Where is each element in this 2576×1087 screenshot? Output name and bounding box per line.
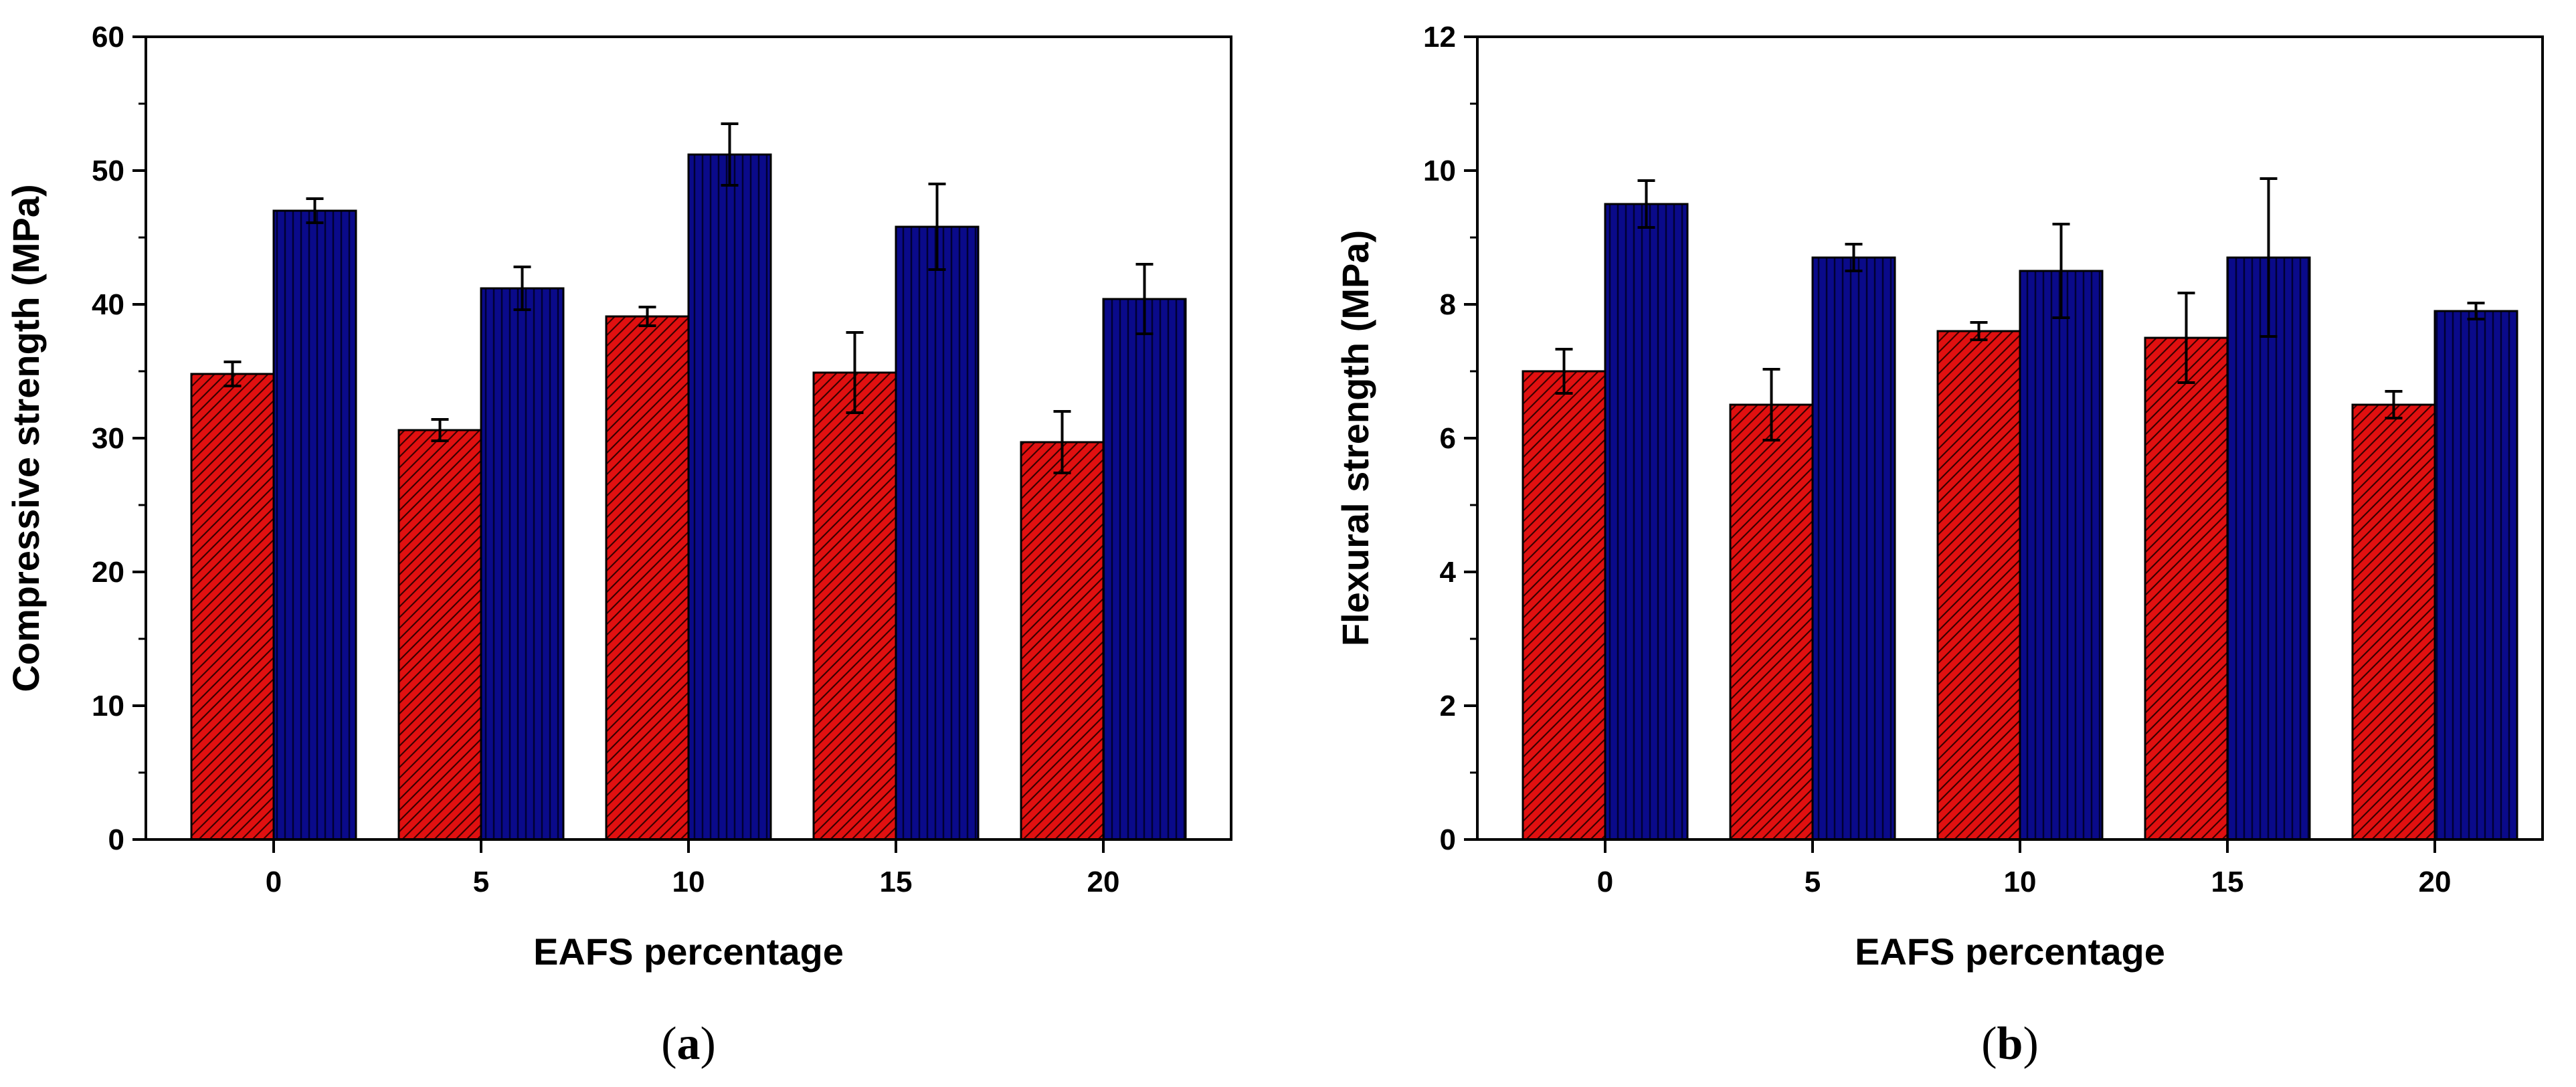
x-tick-label: 15 xyxy=(2211,866,2244,898)
panel-label: (b) xyxy=(1981,1018,2039,1070)
y-tick-label: 40 xyxy=(92,288,124,321)
bar-blue-15 xyxy=(2226,256,2311,841)
y-tick-label: 2 xyxy=(1440,690,1456,722)
error-bar-blue-10 xyxy=(721,122,739,187)
x-tick-label: 0 xyxy=(1597,866,1613,898)
bar-blue-20 xyxy=(1102,298,1187,841)
bar-red-10 xyxy=(605,315,690,841)
y-tick-label: 60 xyxy=(92,21,124,54)
error-bar-red-10 xyxy=(638,306,656,327)
error-bar-red-0 xyxy=(223,361,242,387)
error-bar-red-15 xyxy=(846,331,864,414)
y-axis-title: Compressive strength (MPa) xyxy=(5,184,47,692)
error-bar-blue-15 xyxy=(2260,177,2278,338)
bar-blue-0 xyxy=(272,209,357,841)
y-tick-label: 0 xyxy=(1440,823,1456,856)
bar-blue-10 xyxy=(687,153,772,841)
error-bar-red-20 xyxy=(2385,390,2403,419)
y-tick-label: 8 xyxy=(1440,288,1456,321)
y-tick-label: 10 xyxy=(1423,155,1456,187)
compressive-strength-chart: 0 5 10 15 20 0 10 20 30 40 50 60 EAFS percentage Comp… xyxy=(5,21,1232,1070)
bar-blue-5 xyxy=(1811,256,1896,841)
error-bar-blue-20 xyxy=(1135,263,1154,335)
bar-red-5 xyxy=(1729,403,1814,841)
x-axis-title: EAFS percentage xyxy=(533,930,844,973)
x-tick-label: 15 xyxy=(880,866,913,898)
panel-label: (a) xyxy=(661,1018,716,1070)
bar-red-5 xyxy=(397,429,482,841)
error-bar-red-15 xyxy=(2177,292,2195,384)
error-bar-red-5 xyxy=(1762,368,1780,441)
y-tick-label: 6 xyxy=(1440,422,1456,455)
flexural-strength-chart: 0 5 10 15 20 0 2 4 6 8 10 12 EAFS percentage Flexural… xyxy=(1334,21,2544,1070)
y-tick-label: 30 xyxy=(92,422,124,455)
x-tick-label: 10 xyxy=(2004,866,2037,898)
x-tick-label: 20 xyxy=(1087,866,1120,898)
error-bar-blue-10 xyxy=(2052,223,2070,319)
x-axis-title: EAFS percentage xyxy=(1855,930,2165,973)
error-bar-blue-0 xyxy=(1637,179,1655,229)
x-tick-label: 20 xyxy=(2419,866,2452,898)
error-bar-blue-20 xyxy=(2467,302,2485,320)
bar-blue-10 xyxy=(2019,270,2104,841)
y-axis-title: Flexural strength (MPa) xyxy=(1334,230,1376,646)
error-bar-blue-15 xyxy=(928,183,946,271)
y-tick-label: 12 xyxy=(1423,21,1456,54)
bar-red-0 xyxy=(1522,370,1606,841)
bar-blue-0 xyxy=(1604,203,1689,841)
error-bar-blue-5 xyxy=(513,266,531,311)
bar-blue-15 xyxy=(895,225,980,841)
bar-red-20 xyxy=(1020,441,1105,841)
error-bar-red-10 xyxy=(1970,321,1988,341)
x-tick-label: 10 xyxy=(672,866,705,898)
error-bar-blue-0 xyxy=(306,197,324,224)
bar-red-15 xyxy=(2144,336,2229,841)
y-tick-label: 20 xyxy=(92,556,124,589)
error-bar-red-20 xyxy=(1053,410,1071,474)
x-tick-label: 5 xyxy=(1805,866,1821,898)
plot-frame xyxy=(1476,35,2544,841)
y-tick-label: 4 xyxy=(1440,556,1457,589)
x-tick-label: 0 xyxy=(266,866,282,898)
error-bar-red-5 xyxy=(431,418,449,442)
error-bar-red-0 xyxy=(1555,348,1573,395)
bar-blue-20 xyxy=(2433,310,2518,841)
y-tick-label: 10 xyxy=(92,690,124,722)
plot-frame xyxy=(145,35,1232,841)
bar-blue-5 xyxy=(480,287,565,841)
y-tick-label: 0 xyxy=(108,823,124,856)
bar-red-15 xyxy=(812,371,897,841)
error-bar-blue-5 xyxy=(1845,243,1863,272)
y-tick-label: 50 xyxy=(92,155,124,187)
x-tick-label: 5 xyxy=(473,866,489,898)
bar-red-10 xyxy=(1936,330,2021,841)
bar-red-20 xyxy=(2351,403,2436,841)
bar-red-0 xyxy=(190,373,275,841)
